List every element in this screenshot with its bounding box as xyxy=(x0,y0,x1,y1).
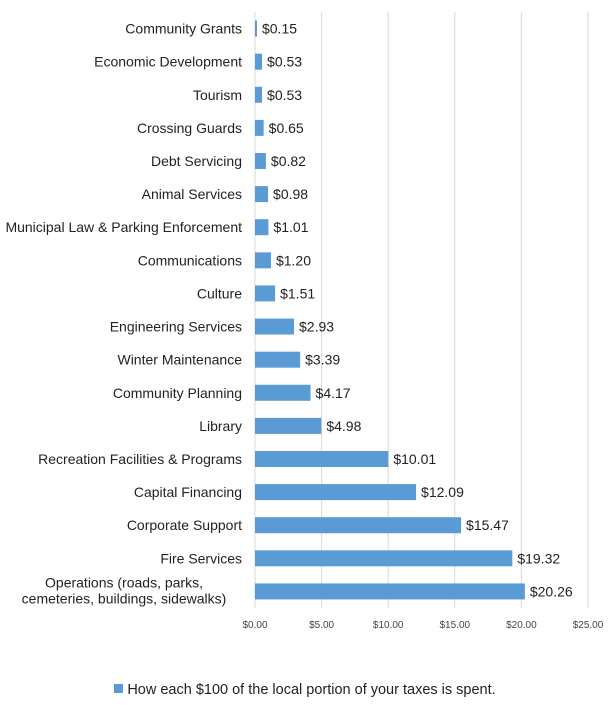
data-label: $2.93 xyxy=(299,319,334,335)
x-tick-label: $15.00 xyxy=(440,620,471,631)
data-label: $4.17 xyxy=(316,385,351,401)
bar xyxy=(255,451,389,467)
bar xyxy=(255,384,311,401)
x-tick-label: $20.00 xyxy=(506,620,537,631)
data-label: $0.53 xyxy=(267,54,302,70)
data-label: $19.32 xyxy=(517,550,560,566)
category-label: Recreation Facilities & Programs xyxy=(38,451,242,467)
category-label: Community Planning xyxy=(113,385,242,401)
category-label: Tourism xyxy=(193,87,242,103)
data-label: $0.15 xyxy=(262,21,297,37)
category-label: Operations (roads, parks, cemeteries, bui… xyxy=(22,574,227,606)
data-label: $10.01 xyxy=(393,451,436,467)
category-label: Community Grants xyxy=(125,21,242,37)
legend-label: How each $100 of the local portion of yo… xyxy=(127,682,496,698)
bar xyxy=(255,186,269,203)
x-tick-label: $25.00 xyxy=(573,620,604,631)
bar xyxy=(255,219,269,236)
bar xyxy=(255,484,417,501)
data-label: $3.39 xyxy=(305,352,340,368)
category-label: Library xyxy=(199,418,242,434)
bar xyxy=(255,517,462,534)
bar xyxy=(255,153,266,169)
data-label: $1.20 xyxy=(276,252,311,268)
category-label: Corporate Support xyxy=(127,517,242,533)
x-tick-label: $0.00 xyxy=(242,620,267,631)
legend: How each $100 of the local portion of yo… xyxy=(0,682,610,698)
data-label: $20.26 xyxy=(530,583,573,599)
bar xyxy=(255,20,257,37)
bar xyxy=(255,86,263,103)
bar xyxy=(255,252,271,269)
data-label: $0.82 xyxy=(271,153,306,169)
category-label: Debt Servicing xyxy=(151,153,242,169)
x-tick-label: $5.00 xyxy=(309,620,334,631)
category-label: Animal Services xyxy=(142,186,242,202)
category-label: Culture xyxy=(197,285,242,301)
data-label: $0.98 xyxy=(273,186,308,202)
category-label: Winter Maintenance xyxy=(117,352,242,368)
data-label: $1.01 xyxy=(273,219,308,235)
x-tick-label: $10.00 xyxy=(373,620,404,631)
category-label: Engineering Services xyxy=(110,319,242,335)
data-label: $1.51 xyxy=(280,285,315,301)
bar xyxy=(255,318,295,335)
category-label: Communications xyxy=(138,252,242,268)
category-label: Crossing Guards xyxy=(137,120,242,136)
category-label: Fire Services xyxy=(160,550,242,566)
category-label: Economic Development xyxy=(94,54,242,70)
bar xyxy=(255,351,301,368)
bar xyxy=(255,417,322,434)
data-label: $0.65 xyxy=(269,120,304,136)
bar xyxy=(255,285,276,302)
bar xyxy=(255,119,264,136)
data-label: $12.09 xyxy=(421,484,464,500)
legend-swatch xyxy=(114,684,124,693)
bar xyxy=(255,550,513,567)
data-label: $0.53 xyxy=(267,87,302,103)
bar xyxy=(255,583,525,600)
category-label: Capital Financing xyxy=(134,484,242,500)
data-label: $15.47 xyxy=(466,517,509,533)
bar xyxy=(255,53,263,70)
category-label: Municipal Law & Parking Enforcement xyxy=(5,219,242,235)
data-label: $4.98 xyxy=(326,418,361,434)
